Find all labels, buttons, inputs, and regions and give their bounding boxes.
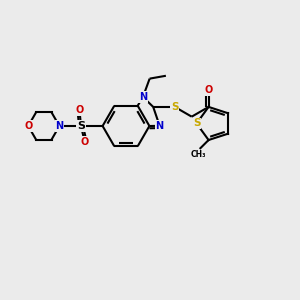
Text: S: S: [77, 121, 85, 131]
Text: O: O: [24, 121, 32, 131]
Text: N: N: [139, 92, 147, 102]
Text: CH₃: CH₃: [190, 150, 206, 159]
Text: O: O: [205, 85, 213, 95]
Text: S: S: [171, 102, 178, 112]
Text: N: N: [156, 121, 164, 131]
Text: O: O: [75, 105, 84, 116]
Text: N: N: [55, 121, 64, 131]
Text: S: S: [193, 118, 200, 128]
Text: O: O: [80, 136, 89, 147]
